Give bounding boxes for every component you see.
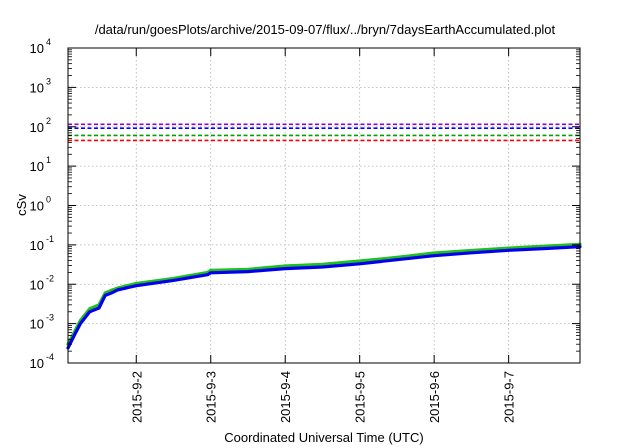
x-tick-label: 2015-9-2 xyxy=(129,371,144,423)
y-tick-label-exponent: -4 xyxy=(46,352,54,362)
y-tick-label: 10 xyxy=(30,356,44,371)
y-tick-label-base: 10 xyxy=(30,317,44,332)
y-tick-label-exponent: 4 xyxy=(46,37,51,47)
x-tick-label: 2015-9-5 xyxy=(353,371,368,423)
y-tick-label-exponent: 1 xyxy=(46,155,51,165)
series-line xyxy=(66,242,582,346)
y-tick-label-base: 10 xyxy=(30,120,44,135)
x-axis-ticks: 2015-9-2 2015-9-3 2015-9-4 2015-9-5 2015-9-6… xyxy=(129,48,517,423)
x-tick-label: 2015-9-7 xyxy=(502,371,517,423)
y-tick-label-base: 10 xyxy=(30,356,44,371)
y-tick-label-base: 10 xyxy=(30,159,44,174)
y-tick-label-base: 10 xyxy=(30,80,44,95)
x-tick-label: 2015-9-4 xyxy=(278,371,293,423)
y-tick-label: 10 xyxy=(30,159,44,174)
y-axis-label: cSv xyxy=(14,194,29,216)
y-tick-label-exponent: -3 xyxy=(46,313,54,323)
y-tick-label: 10 xyxy=(30,317,44,332)
y-tick-label: 10 xyxy=(30,120,44,135)
y-tick-label: 10 xyxy=(30,238,44,253)
y-tick-label-exponent: 0 xyxy=(46,195,51,205)
chart-title: /data/run/goesPlots/archive/2015-09-07/f… xyxy=(95,22,556,37)
y-tick-label: 10 xyxy=(30,199,44,214)
y-tick-label-base: 10 xyxy=(30,41,44,56)
y-tick-label-exponent: -2 xyxy=(46,273,54,283)
y-tick-label-exponent: 2 xyxy=(46,116,51,126)
y-tick-label: 10 xyxy=(30,277,44,292)
y-tick-label: 10 xyxy=(30,41,44,56)
x-axis-label: Coordinated Universal Time (UTC) xyxy=(224,430,423,445)
series-line xyxy=(66,245,582,350)
y-tick-label-base: 10 xyxy=(30,199,44,214)
y-tick-label-base: 10 xyxy=(30,238,44,253)
threshold-lines xyxy=(68,123,580,142)
grid xyxy=(68,48,580,363)
x-tick-label: 2015-9-6 xyxy=(427,371,442,423)
y-tick-label: 10 xyxy=(30,80,44,95)
y-tick-label-exponent: 3 xyxy=(46,76,51,86)
y-tick-label-exponent: -1 xyxy=(46,234,54,244)
x-tick-label: 2015-9-3 xyxy=(204,371,219,423)
series-lines xyxy=(66,242,582,350)
y-tick-label-base: 10 xyxy=(30,277,44,292)
